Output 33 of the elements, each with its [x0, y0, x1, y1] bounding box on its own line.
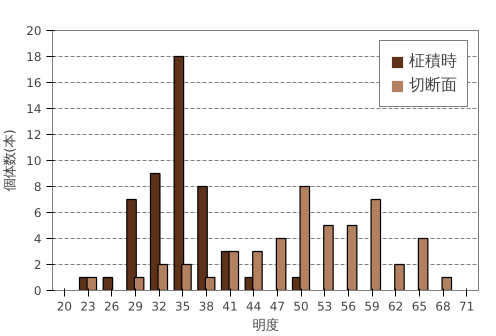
y-tick-label: 20	[26, 24, 42, 38]
y-tick-label: 8	[34, 180, 42, 194]
legend-label: 切断面	[409, 75, 457, 96]
x-tick-label: 47	[270, 300, 285, 314]
y-tick-label: 4	[34, 232, 42, 246]
x-tick-label: 50	[293, 300, 309, 314]
x-tick-label: 71	[459, 300, 474, 314]
x-tick-label: 32	[151, 300, 167, 314]
x-tick-label: 26	[104, 300, 120, 314]
x-tick-label: 23	[80, 300, 96, 314]
x-axis-title: 明度	[252, 318, 278, 334]
x-tick-label: 68	[435, 300, 451, 314]
x-tick-label: 20	[56, 300, 72, 314]
x-tick-label: 38	[198, 300, 214, 314]
y-tick-label: 0	[34, 284, 42, 298]
x-tick-label: 62	[388, 300, 404, 314]
y-tick-label: 14	[26, 102, 42, 116]
x-tick-label: 65	[412, 300, 427, 314]
x-tick-label: 35	[175, 300, 190, 314]
x-tick-label: 56	[340, 300, 356, 314]
y-tick-label: 10	[26, 154, 42, 168]
y-axis-title: 個体数(本)	[3, 129, 18, 192]
x-tick-label: 59	[364, 300, 380, 314]
y-tick-label: 12	[26, 128, 42, 142]
x-tick-label: 53	[317, 300, 332, 314]
legend-label: 柾積時	[409, 51, 457, 72]
x-tick-label: 41	[222, 300, 238, 314]
y-tick-label: 18	[26, 50, 42, 64]
y-tick-label: 2	[34, 258, 42, 272]
x-tick-label: 44	[246, 300, 262, 314]
x-tick-label: 29	[128, 300, 143, 314]
y-tick-label: 16	[26, 76, 42, 90]
y-tick-label: 6	[34, 206, 42, 220]
